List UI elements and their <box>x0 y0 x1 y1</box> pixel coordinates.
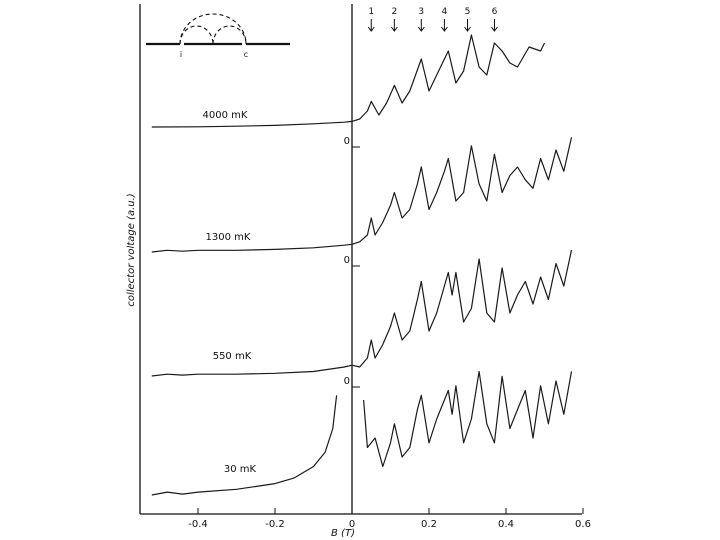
inset-large-arc <box>179 13 247 45</box>
inset-label-i: i <box>180 50 182 59</box>
x-tick-label: 0.6 <box>575 519 591 530</box>
x-tick-label: -0.2 <box>265 519 285 530</box>
series-line-4000-mk <box>151 34 546 128</box>
y-axis-title: collector voltage (a.u.) <box>126 193 137 306</box>
peak-marker-arrow <box>367 19 375 32</box>
x-tick-label: -0.4 <box>188 519 208 530</box>
peak-marker-number: 5 <box>465 7 471 17</box>
series-line-550-mk <box>151 249 573 377</box>
peak-marker-arrow <box>491 19 498 32</box>
series-label: 1300 mK <box>206 232 251 243</box>
x-axis-title: B (T) <box>331 528 355 539</box>
zero-marker-label: 0 <box>344 376 350 387</box>
series-label: 30 mK <box>224 464 257 475</box>
series-line-30-mk <box>151 370 573 496</box>
peak-marker-number: 1 <box>368 7 374 17</box>
peak-marker-arrow <box>464 19 471 32</box>
peak-marker-arrow <box>441 19 448 32</box>
peak-marker-number: 4 <box>442 7 448 17</box>
inset-label-c: c <box>244 50 248 59</box>
peak-marker-number: 3 <box>418 7 424 17</box>
peak-markers: 1 2 3 4 5 6 <box>367 7 498 32</box>
series-line-1300-mk <box>151 137 573 253</box>
traces: 4000 mK 1300 mK 550 mK 30 mK <box>151 34 573 496</box>
zero-markers: 0 0 0 <box>344 136 360 388</box>
peak-marker-arrow <box>417 19 425 32</box>
zero-marker-label: 0 <box>344 136 350 147</box>
x-tick-label: 0.2 <box>421 519 437 530</box>
peak-marker-number: 2 <box>391 7 397 17</box>
x-tick-label: 0.4 <box>498 519 514 530</box>
axes: -0.4 -0.2 0 0.2 0.4 0.6 <box>139 4 591 530</box>
inset-small-arc-right <box>212 25 247 45</box>
series-label: 550 mK <box>213 351 252 362</box>
peak-marker-number: 6 <box>492 7 498 17</box>
series-label: 4000 mK <box>203 110 248 121</box>
inset-diagram: i c <box>146 13 290 59</box>
peak-marker-arrow <box>390 19 398 32</box>
x-tick-label: 0 <box>349 519 355 530</box>
inset-small-arc-left <box>179 25 214 45</box>
zero-marker-label: 0 <box>344 255 350 266</box>
